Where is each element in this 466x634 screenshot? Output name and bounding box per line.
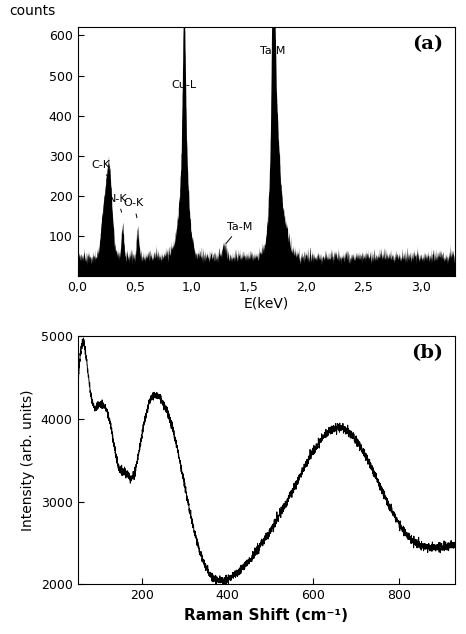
Text: O-K: O-K [123,198,144,218]
Text: (b): (b) [411,344,444,361]
X-axis label: E(keV): E(keV) [244,296,289,311]
Y-axis label: Intensity (arb. units): Intensity (arb. units) [21,390,35,531]
Y-axis label: counts: counts [9,4,55,18]
X-axis label: Raman Shift (cm⁻¹): Raman Shift (cm⁻¹) [184,608,348,623]
Text: Cu-L: Cu-L [171,79,197,97]
Text: C-K: C-K [91,160,110,178]
Text: (a): (a) [412,35,444,53]
Text: Ta-M: Ta-M [226,222,253,243]
Text: N-K: N-K [108,193,127,212]
Text: Ta-M: Ta-M [260,46,286,64]
